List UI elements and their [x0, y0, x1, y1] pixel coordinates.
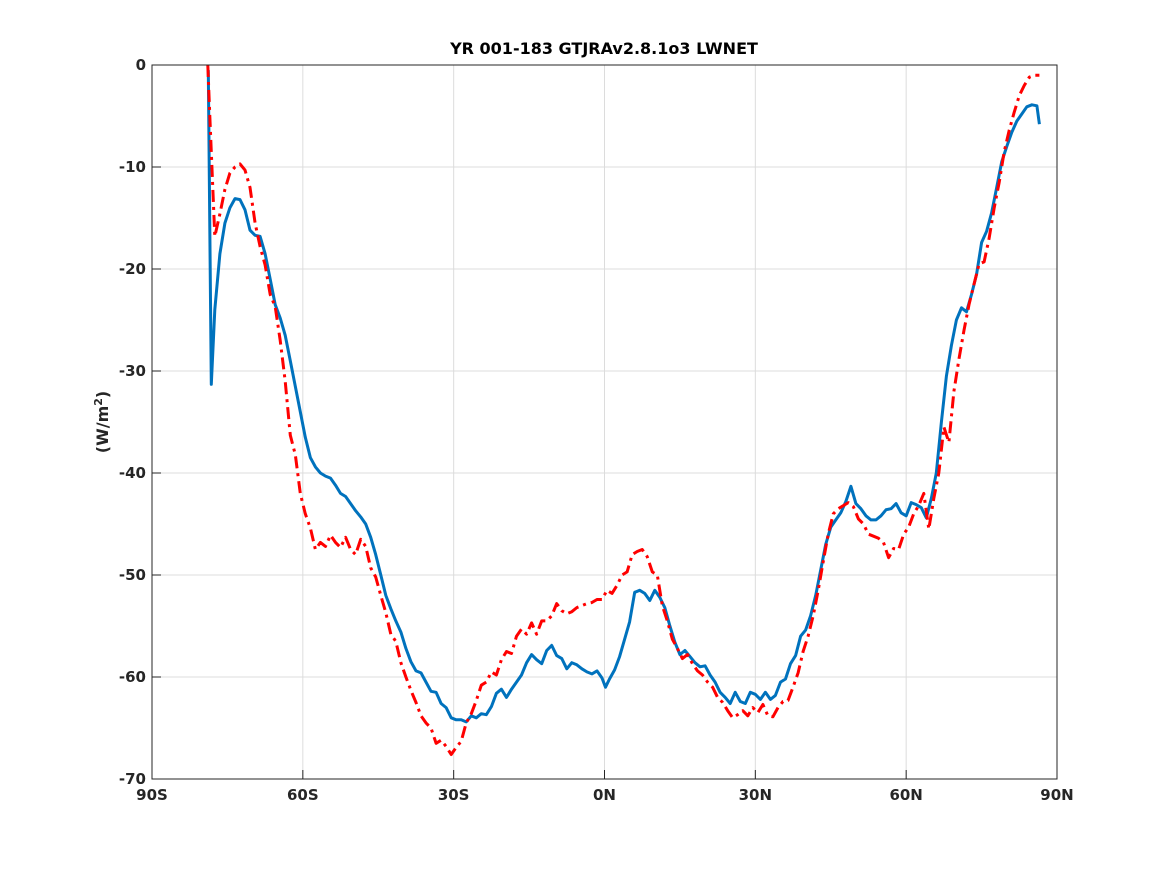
y-tick-label: -20 — [119, 260, 146, 278]
x-tick-label: 60N — [889, 786, 922, 804]
y-axis-label-main: (W/m — [93, 406, 112, 453]
y-tick-label: -60 — [119, 668, 146, 686]
x-tick-label: 90N — [1040, 786, 1073, 804]
y-tick-label: -10 — [119, 158, 146, 176]
series-line-2 — [206, 64, 1040, 756]
y-tick-label: -30 — [119, 362, 146, 380]
y-tick-label: -70 — [119, 770, 146, 788]
y-tick-label: -50 — [119, 566, 146, 584]
series-group — [206, 64, 1041, 756]
x-tick-label: 30S — [438, 786, 470, 804]
y-tick-label: -40 — [119, 464, 146, 482]
x-tick-label: 30N — [739, 786, 772, 804]
y-axis-label: (W/m2) — [92, 391, 113, 453]
x-tick-label: 60S — [287, 786, 319, 804]
y-axis-label-sup: 2 — [92, 398, 105, 406]
x-tick-label: 90S — [136, 786, 168, 804]
y-tick-label: 0 — [136, 56, 146, 74]
y-axis-label-close: ) — [93, 391, 112, 398]
chart-title: YR 001-183 GTJRAv2.8.1o3 LWNET — [449, 39, 758, 58]
axis-ticks: 90S 60S 30S 0N 30N 60N 90N 0 -10 -20 -30 -40 -50 -60 -… — [119, 56, 1074, 804]
x-tick-label: 0N — [593, 786, 616, 804]
series-line-1 — [206, 70, 1041, 724]
